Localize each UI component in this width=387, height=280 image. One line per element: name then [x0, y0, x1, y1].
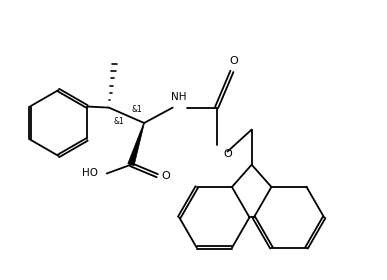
Polygon shape [128, 123, 144, 166]
Text: HO: HO [82, 169, 98, 178]
Text: NH: NH [171, 92, 187, 102]
Text: O: O [162, 171, 170, 181]
Text: O: O [230, 56, 238, 66]
Text: O: O [223, 149, 232, 159]
Text: &1: &1 [131, 105, 142, 114]
Text: &1: &1 [113, 118, 124, 127]
